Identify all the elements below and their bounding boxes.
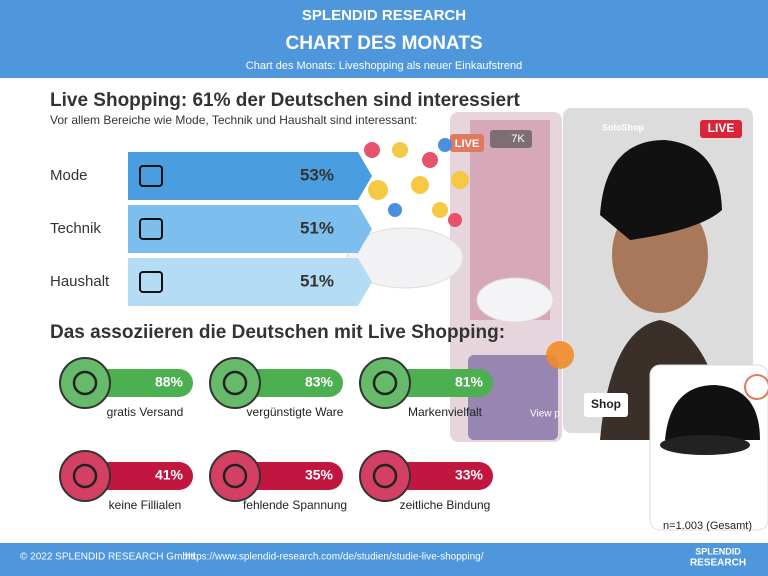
association-value: 33% (455, 467, 484, 483)
association-value: 81% (455, 374, 484, 390)
icon-glyph (222, 370, 248, 396)
category-icon (139, 271, 163, 293)
icon-circle (359, 450, 411, 502)
category-arrow (128, 205, 372, 253)
section-title: Das assoziieren die Deutschen mit Live S… (50, 322, 505, 343)
category-label: Mode (50, 167, 88, 184)
icon-glyph (372, 370, 398, 396)
copyright: © 2022 SPLENDID RESEARCH GmbH (20, 552, 195, 563)
category-icon (139, 218, 163, 240)
value-pill (385, 462, 493, 490)
view-label: View p (530, 409, 560, 420)
value-pill (85, 369, 193, 397)
category-value: 51% (300, 218, 334, 237)
category-arrow (128, 258, 372, 306)
category-arrow (128, 152, 372, 200)
category-value: 53% (300, 165, 334, 184)
icon-circle (209, 357, 261, 409)
section-subtitle: Vor allem Bereiche wie Mode, Technik und… (50, 113, 417, 127)
live-badge: LIVE (455, 138, 479, 150)
association-label: keine Fillialen (109, 498, 182, 512)
value-pill (235, 462, 343, 490)
logo: SPLENDID (695, 546, 741, 556)
association-value: 35% (305, 467, 334, 483)
viewer-count: 7K (511, 133, 525, 145)
icon-glyph (72, 463, 98, 489)
shop-name: SoloShop (602, 122, 644, 132)
category-icon (139, 165, 163, 187)
association-label: fehlende Spannung (243, 498, 347, 512)
icon-circle (209, 450, 261, 502)
value-pill (385, 369, 493, 397)
logo: RESEARCH (690, 558, 746, 569)
association-label: vergünstigte Ware (247, 405, 344, 419)
brand: SPLENDID RESEARCH (302, 7, 466, 24)
sample-note: n=1.003 (Gesamt) (663, 520, 752, 532)
association-label: Markenvielfalt (408, 405, 483, 419)
footer-band (0, 543, 768, 576)
association-label: zeitliche Bindung (400, 498, 491, 512)
icon-glyph (72, 370, 98, 396)
source-url: https://www.splendid-research.com/de/stu… (185, 552, 484, 563)
icon-circle (359, 357, 411, 409)
association-label: gratis Versand (107, 405, 184, 419)
category-label: Technik (50, 220, 101, 237)
icon-circle (59, 450, 111, 502)
section-title: Live Shopping: 61% der Deutschen sind in… (50, 90, 521, 111)
association-value: 88% (155, 374, 184, 390)
category-value: 51% (300, 271, 334, 290)
category-label: Haushalt (50, 273, 110, 290)
value-pill (235, 369, 343, 397)
header-title: CHART DES MONATS (285, 33, 482, 54)
header-subtitle: Chart des Monats: Liveshopping als neuer… (246, 60, 522, 72)
icon-glyph (222, 463, 248, 489)
association-value: 83% (305, 374, 334, 390)
value-pill (85, 462, 193, 490)
icon-circle (59, 357, 111, 409)
shop-button: Shop (591, 397, 621, 411)
association-value: 41% (155, 467, 184, 483)
product-images (346, 108, 768, 531)
header-band (0, 0, 768, 78)
icon-glyph (372, 463, 398, 489)
live-badge: LIVE (708, 121, 735, 135)
